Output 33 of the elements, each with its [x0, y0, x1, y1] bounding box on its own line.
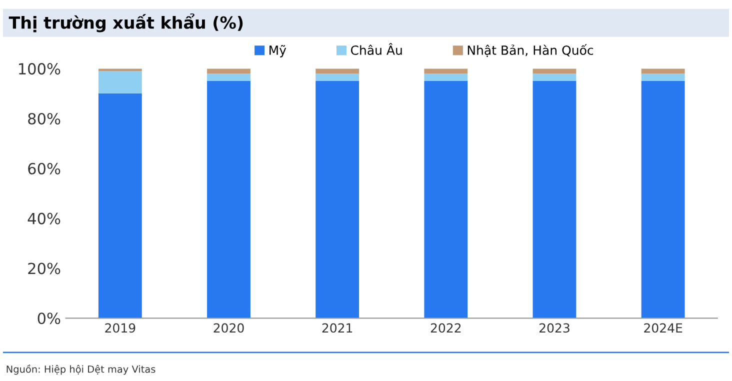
bar: [641, 74, 685, 82]
x-tick-label: 2023: [540, 323, 570, 333]
legend-label: Châu Âu: [350, 43, 402, 55]
x-tick-label: 2020: [214, 323, 244, 333]
bar: [207, 81, 250, 318]
x-tick-label: 2021: [322, 323, 352, 333]
y-tick-label: 80%: [28, 112, 60, 125]
bar: [641, 68, 685, 74]
y-tick-label: 40%: [28, 212, 60, 224]
bar: [424, 74, 468, 82]
y-tick-label: 20%: [28, 262, 60, 274]
bar: [316, 68, 360, 74]
bar: [98, 94, 142, 318]
y-tick-label: 100%: [19, 63, 60, 75]
chart-title: Thị trường xuất khẩu (%): [8, 13, 243, 32]
x-tick-label: 2022: [430, 323, 461, 333]
y-tick-label: 0%: [38, 312, 60, 324]
x-tick-label: 2024E: [644, 323, 682, 333]
text: Nguồn: Hiệp hội Dệt may Vitas: [6, 364, 156, 375]
bar: [424, 68, 468, 74]
legend-label: Nhật Bản, Hàn Quốc: [468, 44, 594, 58]
bar: [316, 81, 360, 318]
legend-label: Mỹ: [270, 45, 286, 58]
bar: [641, 81, 685, 318]
bar: [424, 81, 468, 318]
bar: [532, 81, 576, 318]
bar: [532, 74, 576, 82]
bar: [207, 74, 250, 82]
bar: [98, 71, 142, 94]
bar: [207, 68, 250, 74]
bar: [316, 74, 360, 82]
x-tick-label: 2019: [105, 323, 136, 333]
y-tick-label: 60%: [28, 162, 60, 174]
